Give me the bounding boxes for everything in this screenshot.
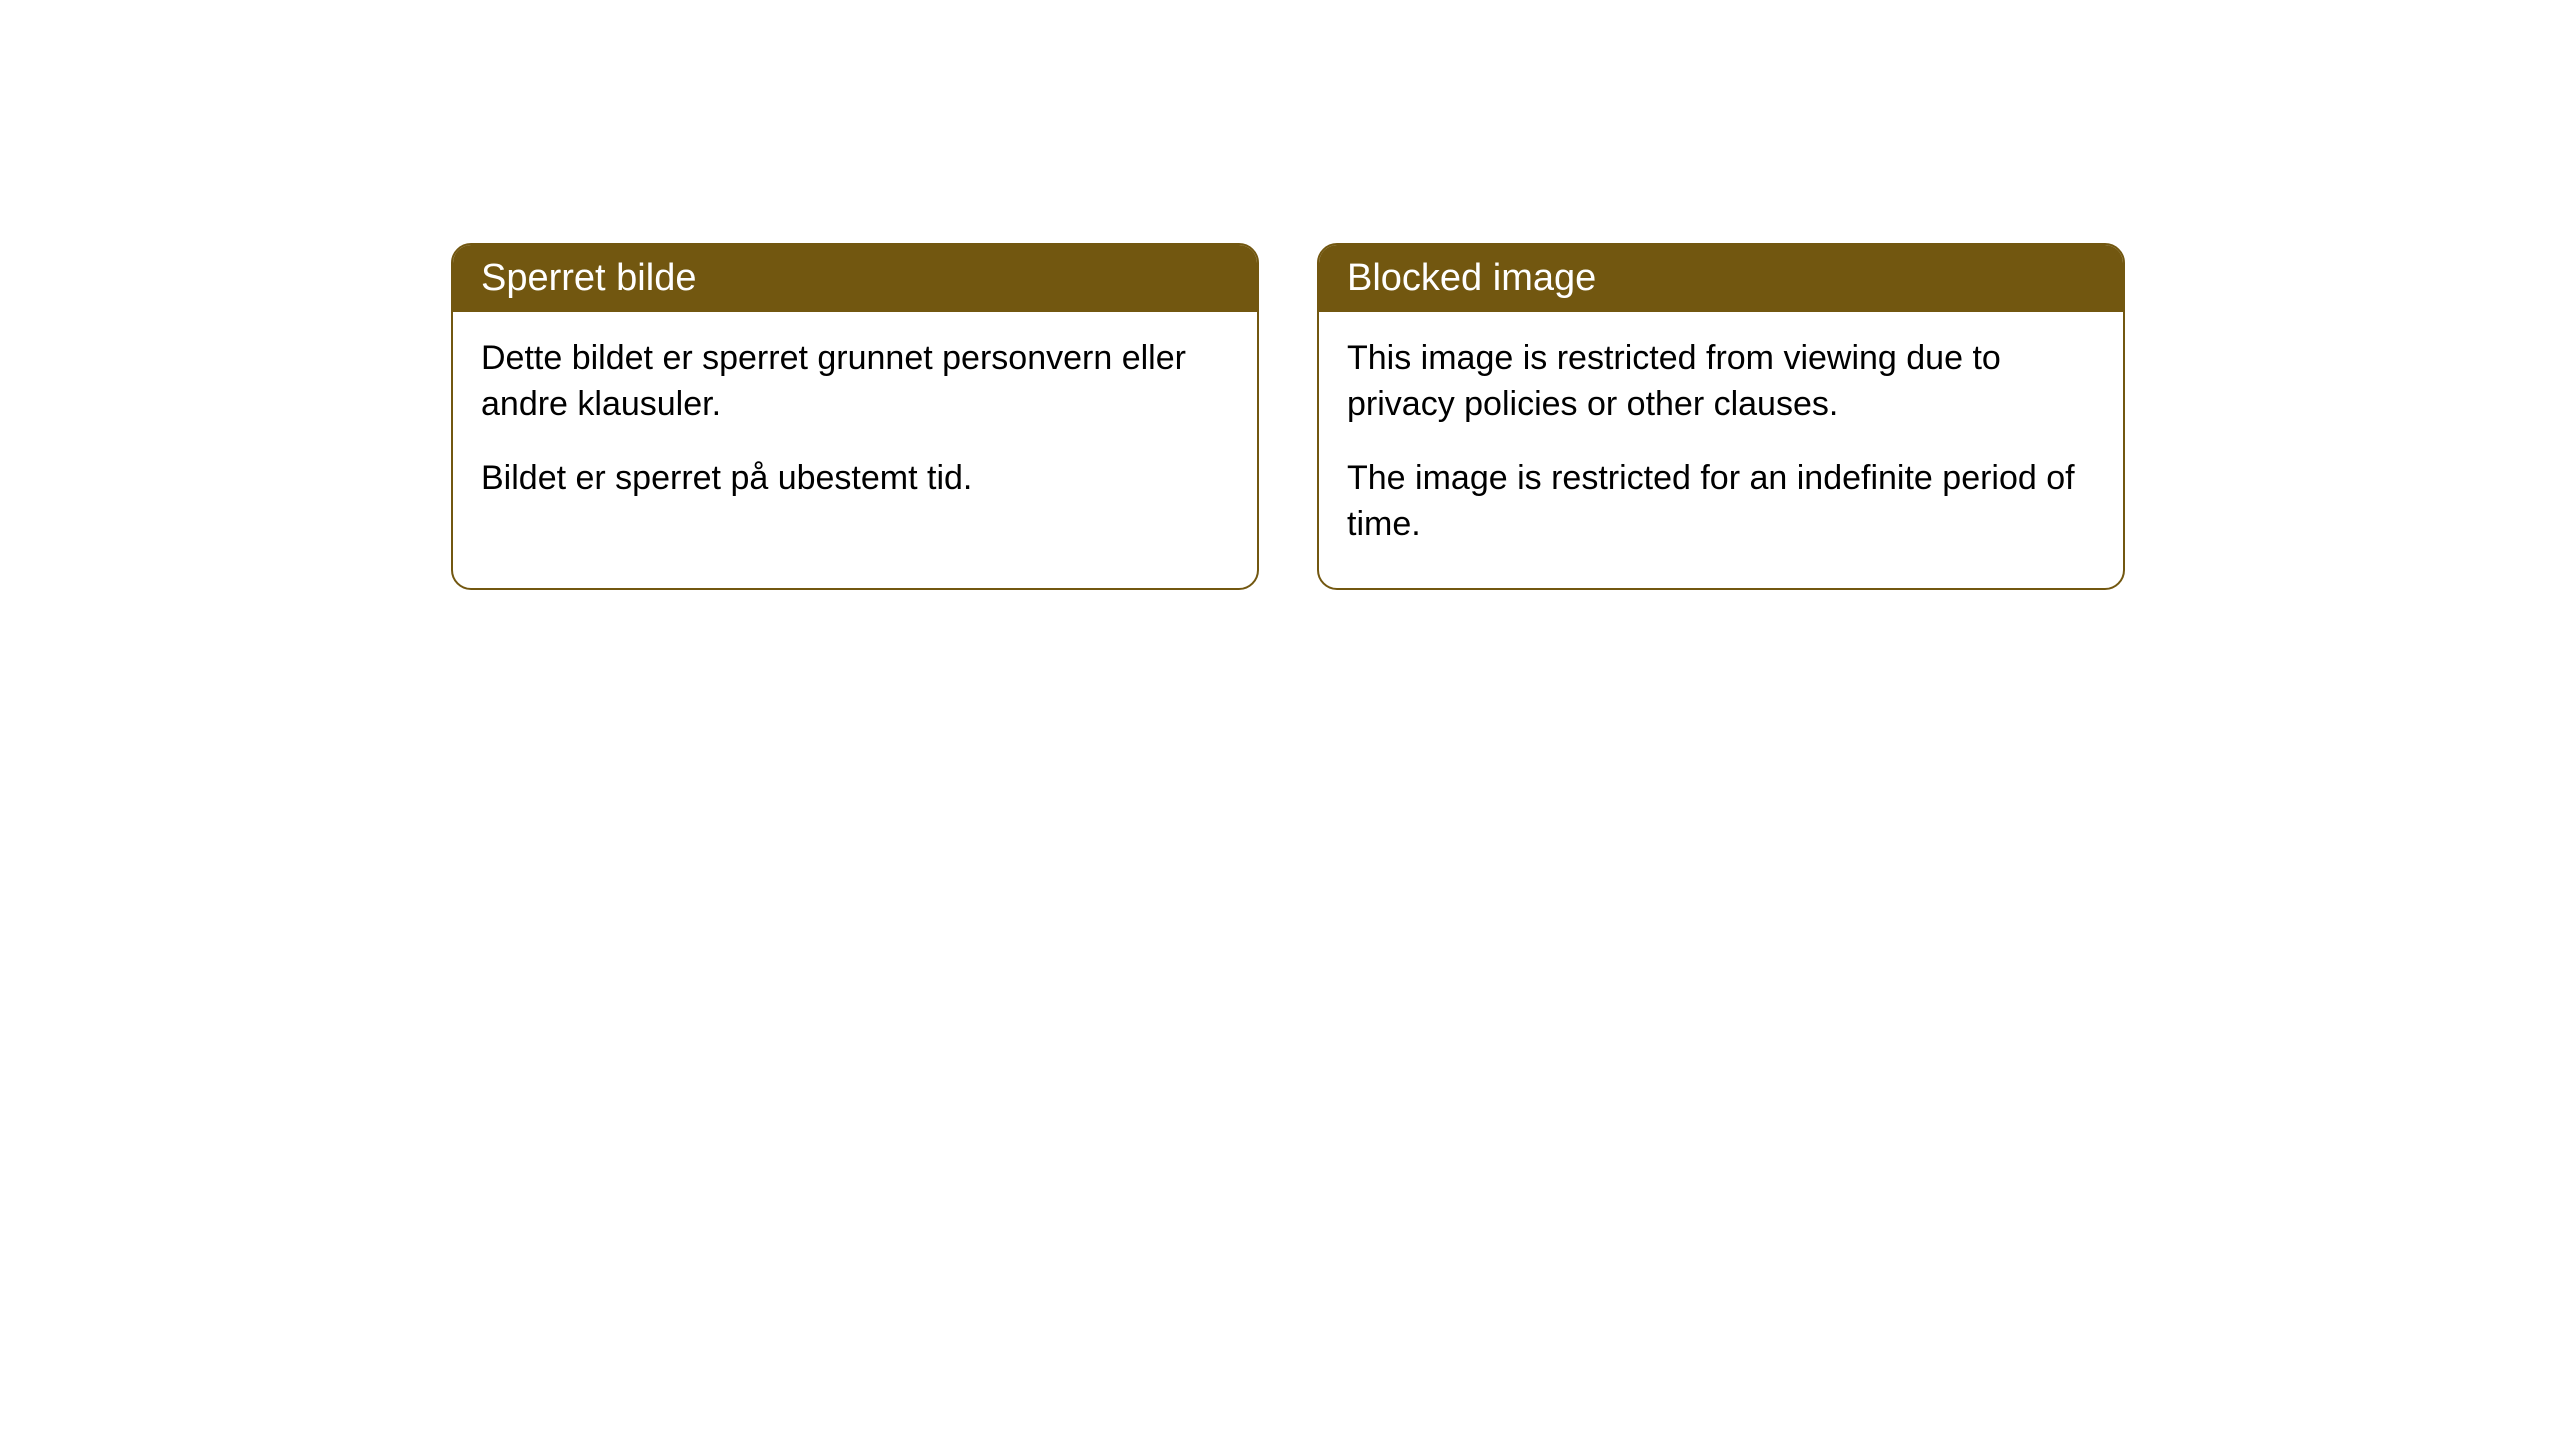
notice-cards-container: Sperret bilde Dette bildet er sperret gr… [451, 243, 2125, 590]
card-paragraph: This image is restricted from viewing du… [1347, 336, 2095, 428]
card-body: This image is restricted from viewing du… [1319, 312, 2123, 588]
card-paragraph: The image is restricted for an indefinit… [1347, 456, 2095, 548]
card-body: Dette bildet er sperret grunnet personve… [453, 312, 1257, 542]
card-title: Sperret bilde [481, 257, 696, 299]
blocked-image-card-norwegian: Sperret bilde Dette bildet er sperret gr… [451, 243, 1259, 590]
card-paragraph: Bildet er sperret på ubestemt tid. [481, 456, 1229, 502]
card-header: Sperret bilde [453, 245, 1257, 312]
blocked-image-card-english: Blocked image This image is restricted f… [1317, 243, 2125, 590]
card-paragraph: Dette bildet er sperret grunnet personve… [481, 336, 1229, 428]
card-header: Blocked image [1319, 245, 2123, 312]
card-title: Blocked image [1347, 257, 1596, 299]
